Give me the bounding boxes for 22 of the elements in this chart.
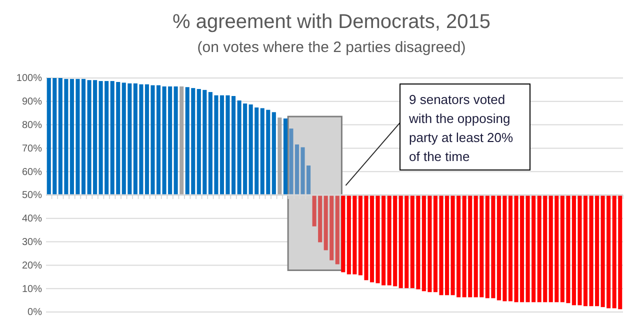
y-tick-label: 20% (22, 260, 42, 272)
y-tick-label: 0% (28, 307, 42, 318)
y-tick-label: 50% (22, 190, 42, 202)
bar (174, 86, 178, 195)
bar (289, 128, 294, 195)
bar (180, 86, 184, 195)
annotation: 9 senators voted with the opposing party at least 20% of the time (408, 92, 514, 164)
bar (272, 112, 276, 195)
y-tick-label: 30% (22, 237, 42, 248)
bar (335, 195, 340, 264)
chart-subtitle: (on votes where the 2 parties disagreed) (197, 39, 466, 56)
y-tick-label: 80% (22, 120, 42, 131)
y-tick-label: 10% (22, 284, 42, 295)
bar (341, 195, 346, 272)
bar (283, 118, 288, 195)
y-tick-label: 70% (22, 143, 42, 154)
chart-title: % agreement with Democrats, 2015 (172, 11, 490, 33)
y-tick-label: 60% (22, 166, 42, 178)
y-tick-label: 40% (22, 214, 42, 225)
y-tick-label: 100% (16, 73, 42, 84)
bar (278, 118, 282, 195)
y-tick-label: 90% (22, 96, 42, 108)
